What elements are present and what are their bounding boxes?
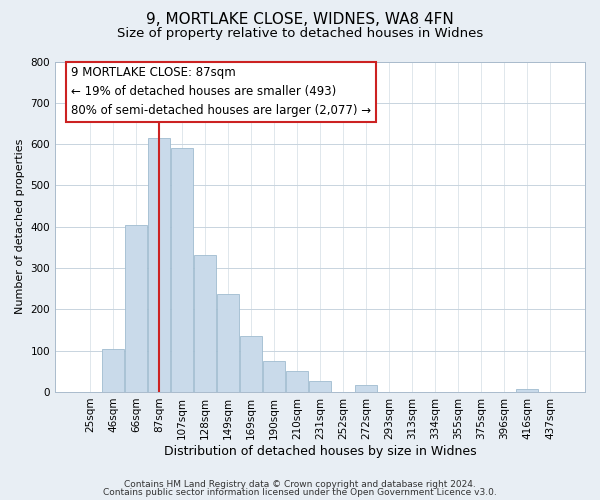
Bar [217, 294, 239, 392]
Bar [240, 336, 262, 392]
Bar [194, 255, 216, 392]
Bar [171, 148, 193, 392]
Text: Size of property relative to detached houses in Widnes: Size of property relative to detached ho… [117, 28, 483, 40]
Text: 9, MORTLAKE CLOSE, WIDNES, WA8 4FN: 9, MORTLAKE CLOSE, WIDNES, WA8 4FN [146, 12, 454, 28]
Bar [125, 226, 147, 392]
Bar [263, 360, 285, 392]
Bar [355, 386, 377, 392]
Bar [286, 372, 308, 392]
X-axis label: Distribution of detached houses by size in Widnes: Distribution of detached houses by size … [164, 444, 476, 458]
Bar [516, 388, 538, 392]
Text: 9 MORTLAKE CLOSE: 87sqm
← 19% of detached houses are smaller (493)
80% of semi-d: 9 MORTLAKE CLOSE: 87sqm ← 19% of detache… [71, 66, 371, 118]
Bar [102, 348, 124, 392]
Text: Contains HM Land Registry data © Crown copyright and database right 2024.: Contains HM Land Registry data © Crown c… [124, 480, 476, 489]
Text: Contains public sector information licensed under the Open Government Licence v3: Contains public sector information licen… [103, 488, 497, 497]
Bar [148, 138, 170, 392]
Y-axis label: Number of detached properties: Number of detached properties [15, 139, 25, 314]
Bar [309, 381, 331, 392]
